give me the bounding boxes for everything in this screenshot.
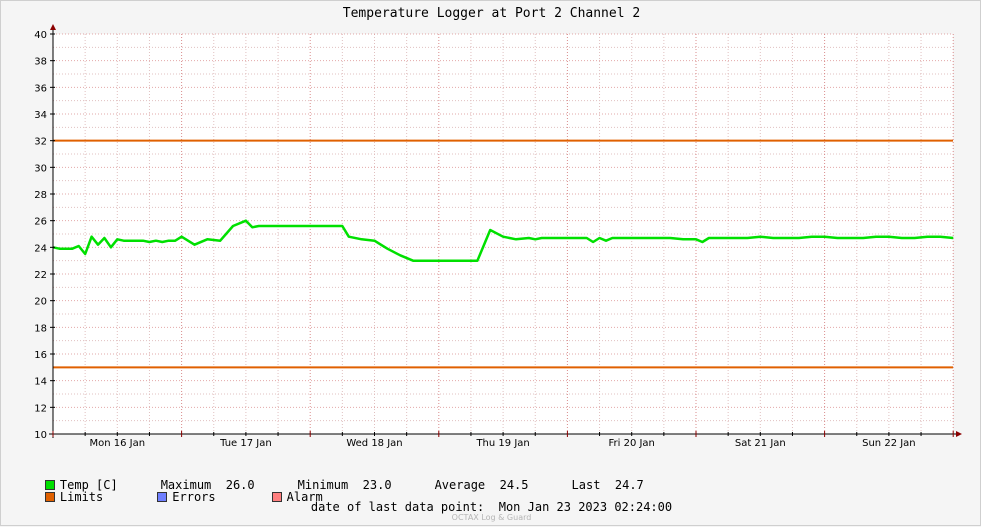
average-value: 24.5 — [499, 478, 529, 492]
temp-swatch-icon — [44, 480, 55, 490]
y-tick-label: 10 — [34, 430, 47, 441]
credit-watermark: OCTAX Log & Guard — [451, 513, 532, 522]
y-tick-label: 18 — [34, 323, 47, 334]
legend-limits-label: Limits — [59, 490, 104, 504]
minimum-value: 23.0 — [362, 478, 392, 492]
y-tick-label: 26 — [34, 217, 47, 228]
last-label: Last — [571, 478, 601, 492]
x-tick-label: Thu 19 Jan — [475, 438, 529, 449]
x-tick-label: Mon 16 Jan — [90, 438, 146, 449]
legend-errors-label: Errors — [172, 490, 216, 504]
legend-row-1: Temp [C] Maximum 26.0 Minimum 23.0 Average … — [16, 464, 644, 506]
y-tick-label: 24 — [34, 243, 47, 254]
y-tick-label: 12 — [34, 403, 47, 414]
legend-last: Last 24.7 — [572, 478, 644, 492]
last-data-point-label: date of last data point: — [310, 500, 485, 514]
last-data-point-value: Mon Jan 23 2023 02:24:00 — [498, 500, 673, 514]
legend-alarm-label: Alarm — [286, 490, 323, 504]
y-tick-labels: 10 12 14 16 18 20 22 24 26 28 30 32 34 36 38 40 — [34, 30, 47, 441]
y-tick-label: 28 — [34, 190, 47, 201]
maximum-label: Maximum — [160, 478, 212, 492]
y-tick-label: 36 — [34, 83, 47, 94]
maximum-value: 26.0 — [225, 478, 255, 492]
x-tick-label: Wed 18 Jan — [346, 438, 402, 449]
chart-title: Temperature Logger at Port 2 Channel 2 — [342, 6, 641, 21]
y-tick-label: 40 — [34, 30, 47, 41]
y-tick-label: 16 — [34, 350, 47, 361]
minimum-label: Minimum — [297, 478, 349, 492]
legend-item-errors: Errors — [157, 490, 216, 504]
legend-minimum: Minimum 23.0 — [298, 478, 392, 492]
legend-temp-label: Temp [C] — [59, 478, 118, 492]
y-tick-label: 38 — [34, 57, 47, 68]
limits-swatch-icon — [44, 492, 55, 502]
x-tick-label: Sat 21 Jan — [735, 438, 786, 449]
axes — [49, 24, 962, 438]
y-tick-label: 32 — [34, 137, 47, 148]
y-tick-label: 14 — [34, 377, 47, 388]
legend-item-alarm: Alarm — [271, 490, 323, 504]
legend-maximum: Maximum 26.0 — [161, 478, 255, 492]
x-tick-label: Fri 20 Jan — [608, 438, 654, 449]
y-axis-arrow-icon — [50, 24, 56, 30]
y-tick-label: 20 — [34, 297, 47, 308]
series-group — [52, 219, 954, 262]
alarm-swatch-icon — [271, 492, 282, 502]
x-tick-labels: Mon 16 Jan Tue 17 Jan Wed 18 Jan Thu 19 Jan… — [90, 438, 916, 449]
limit-lines — [53, 139, 953, 369]
errors-swatch-icon — [157, 492, 168, 502]
x-tick-label: Sun 22 Jan — [862, 438, 916, 449]
average-label: Average — [434, 478, 486, 492]
y-tick-label: 30 — [34, 163, 47, 174]
legend-row-2: Limits Errors Alarm — [16, 476, 323, 518]
legend-item-limits: Limits — [44, 490, 104, 504]
legend-average: Average 24.5 — [435, 478, 529, 492]
y-tick-label: 22 — [34, 270, 47, 281]
x-axis-arrow-icon — [956, 431, 962, 437]
y-tick-label: 34 — [34, 110, 47, 121]
series-line-temp — [52, 219, 954, 262]
last-value: 24.7 — [614, 478, 644, 492]
last-data-point: date of last data point: Mon Jan 23 2023… — [1, 500, 981, 514]
legend-item-temp: Temp [C] — [44, 478, 118, 492]
x-tick-label: Tue 17 Jan — [219, 438, 272, 449]
